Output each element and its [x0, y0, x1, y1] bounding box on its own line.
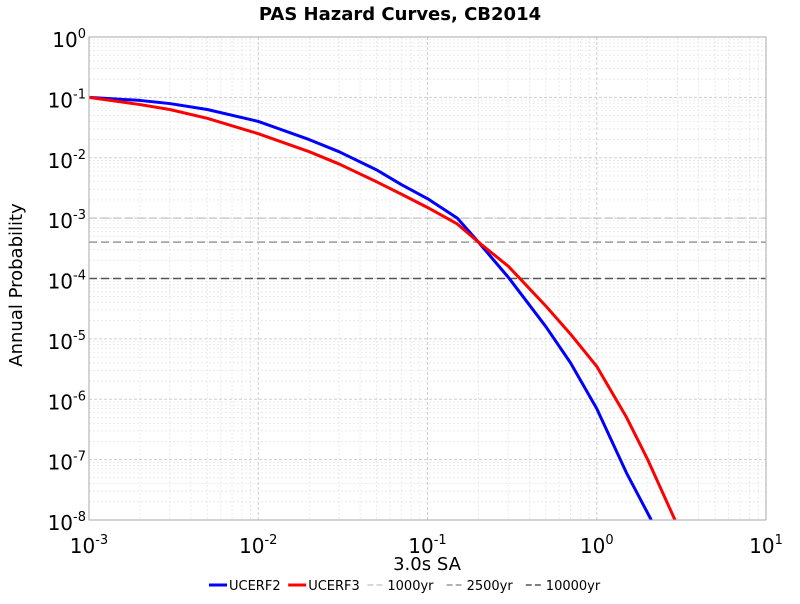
legend-label-10000yr: 10000yr — [546, 579, 601, 594]
series-lines — [88, 95, 677, 521]
legend: UCERF2 UCERF3 1000yr 2500yr 10000yr — [209, 579, 601, 594]
x-axis-tick-labels: 10-3 10-2 10-1 100 101 — [70, 533, 783, 558]
x-tick-label: 10-3 — [70, 533, 108, 558]
series-line-ucerf2 — [88, 95, 653, 521]
y-axis-tick-labels: 100 10-1 10-2 10-3 10-4 10-5 10-6 10-7 10-8 — [48, 27, 86, 535]
reference-lines — [89, 217, 766, 280]
y-tick-label: 100 — [52, 27, 86, 52]
x-tick-label: 100 — [580, 533, 614, 558]
x-tick-label: 10-2 — [239, 533, 277, 558]
x-tick-label: 101 — [749, 533, 783, 558]
y-tick-label: 10-6 — [48, 389, 86, 414]
chart-title: PAS Hazard Curves, CB2014 — [259, 4, 541, 25]
y-tick-label: 10-7 — [48, 450, 86, 475]
plot-area-frame — [88, 36, 767, 521]
legend-label-2500yr: 2500yr — [467, 579, 514, 594]
y-axis-label: Annual Probability — [6, 203, 27, 367]
legend-label-ucerf2: UCERF2 — [229, 579, 281, 594]
legend-label-1000yr: 1000yr — [387, 579, 434, 594]
y-tick-label: 10-5 — [48, 329, 86, 354]
legend-label-ucerf3: UCERF3 — [308, 579, 360, 594]
y-tick-label: 10-4 — [48, 269, 86, 294]
x-axis-label: 3.0s SA — [393, 554, 461, 575]
y-tick-label: 10-3 — [48, 208, 86, 233]
y-tick-label: 10-8 — [48, 510, 86, 535]
y-tick-label: 10-2 — [48, 148, 86, 173]
y-tick-label: 10-1 — [48, 87, 86, 112]
x-tick-label: 10-1 — [408, 533, 446, 558]
series-line-ucerf3 — [88, 95, 677, 521]
